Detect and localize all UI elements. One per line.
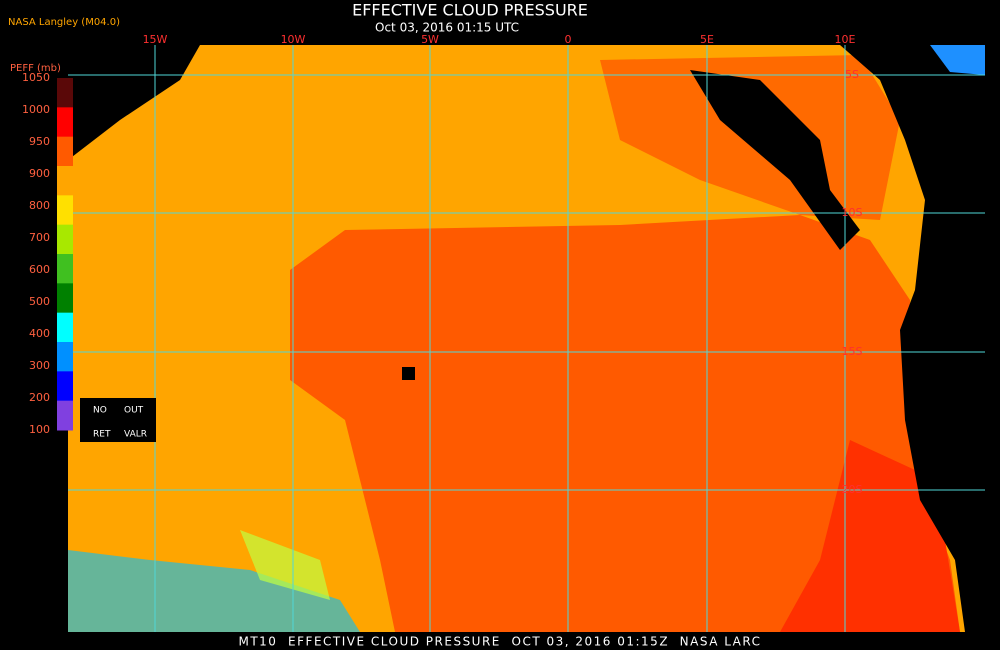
color-swatch [57,78,73,108]
high-cloud-area [68,550,360,632]
color-swatch [57,107,73,138]
legend-text: VALR [124,430,147,440]
color-swatch [57,312,73,343]
latitude-label: 5S [845,68,859,81]
colorbar-tick-label: 200 [29,391,50,404]
color-swatch [57,195,73,226]
legend-text: RET [93,430,111,440]
color-swatch [57,224,73,255]
clear-sky [402,367,415,380]
colorbar-tick-label: 400 [29,327,50,340]
map [68,45,985,632]
longitude-label: 5W [421,33,439,46]
legend-text: NO [93,406,107,416]
source-label: NASA Langley (M04.0) [8,17,120,28]
colorbar-tick-label: 800 [29,199,50,212]
grid: 15W 10W 5W 0 5E 10E 5S 10S 15S 20S [68,33,985,632]
colorbar-tick-label: 1050 [22,71,50,84]
colorbar-tick-label: 700 [29,231,50,244]
color-swatch [57,254,73,284]
colorbar-tick-label: 300 [29,359,50,372]
subtitle: Oct 03, 2016 01:15 UTC [375,21,519,35]
high-cloud-area [930,45,985,75]
color-swatch [57,283,73,314]
colorbar-tick-label: 1000 [22,103,50,116]
latitude-label: 20S [842,483,863,496]
clear-sky [68,45,200,160]
longitude-label: 5E [700,33,714,46]
high-pressure-area [780,440,960,632]
color-swatch [57,400,73,431]
mid-cloud-area [240,530,330,600]
color-swatch [57,166,73,196]
longitude-label: 10W [281,33,306,46]
color-swatch [57,136,73,167]
latitude-label: 10S [842,206,863,219]
colorbar: 1050 1000 950 900 800 700 600 500 400 300 200 100 [22,71,73,436]
color-swatch [57,371,73,402]
longitude-label: 0 [565,33,572,46]
colorbar-tick-label: 100 [29,423,50,436]
latitude-label: 15S [842,345,863,358]
legend-text: OUT [124,406,144,416]
colorbar-tick-label: 950 [29,135,50,148]
longitude-label: 15W [143,33,168,46]
clear-sky [690,70,860,250]
colorbar-tick-label: 600 [29,263,50,276]
colorbar-tick-label: 500 [29,295,50,308]
legend-box [80,398,156,442]
title: EFFECTIVE CLOUD PRESSURE [352,1,588,20]
colorbar-tick-label: 900 [29,167,50,180]
land [840,45,985,632]
longitude-label: 10E [835,33,856,46]
footer: MT10 EFFECTIVE CLOUD PRESSURE OCT 03, 20… [238,635,761,649]
colorbar-label: PEFF (mb) [10,63,61,74]
color-swatch [57,342,73,372]
mid-cloud-area [290,215,960,632]
